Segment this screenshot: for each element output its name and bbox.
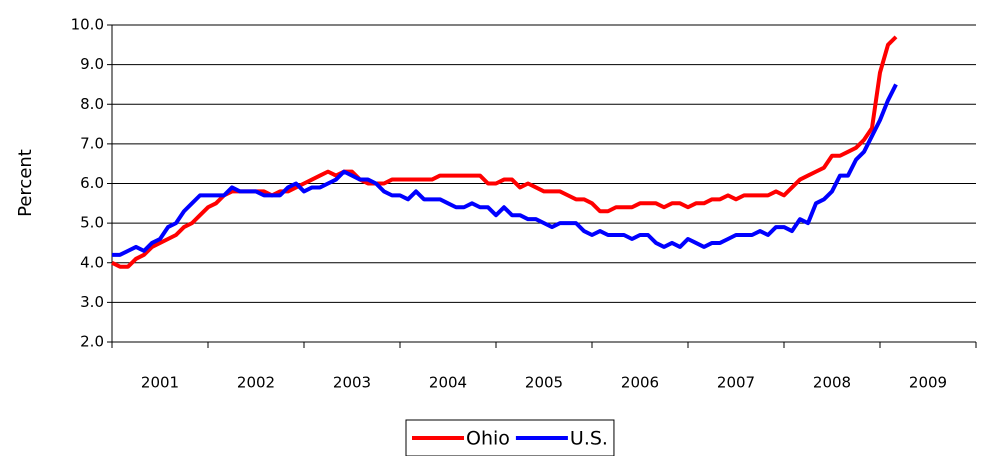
y-tick-label: 7.0 (80, 134, 104, 152)
x-tick-label: 2008 (813, 374, 851, 392)
x-tick-label: 2005 (525, 374, 563, 392)
y-tick-label: 6.0 (80, 174, 104, 192)
y-axis-label: Percent (15, 149, 36, 217)
y-tick-label: 10.0 (71, 16, 104, 34)
x-tick-label: 2002 (237, 374, 275, 392)
legend-label: Ohio (466, 428, 510, 450)
x-tick-label: 2009 (909, 374, 947, 392)
legend-label: U.S. (570, 428, 608, 450)
series-line (112, 83, 898, 257)
y-tick-label: 3.0 (80, 293, 104, 311)
series-line (111, 35, 898, 269)
x-tick-label: 2006 (621, 374, 659, 392)
y-tick-label: 9.0 (80, 55, 104, 73)
y-tick-label: 4.0 (80, 253, 104, 271)
y-tick-label: 5.0 (80, 214, 104, 232)
x-tick-label: 2004 (429, 374, 467, 392)
y-tick-label: 8.0 (80, 95, 104, 113)
y-tick-label: 2.0 (80, 333, 104, 351)
legend: Ohio U.S. (405, 419, 615, 456)
x-tick-label: 2003 (333, 374, 371, 392)
x-tick-label: 2007 (717, 374, 755, 392)
x-tick-label: 2001 (141, 374, 179, 392)
